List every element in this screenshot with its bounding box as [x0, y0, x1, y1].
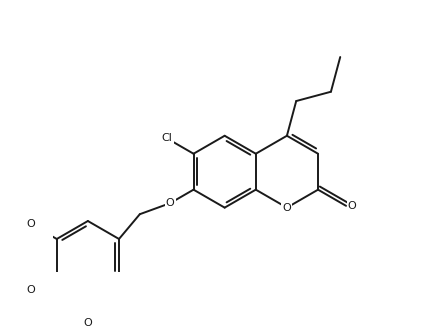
Text: O: O	[348, 201, 357, 211]
Text: O: O	[26, 219, 35, 229]
Text: O: O	[26, 285, 35, 295]
Text: Cl: Cl	[162, 133, 172, 143]
Text: O: O	[83, 318, 92, 328]
Text: O: O	[166, 198, 175, 208]
Text: O: O	[282, 203, 291, 213]
